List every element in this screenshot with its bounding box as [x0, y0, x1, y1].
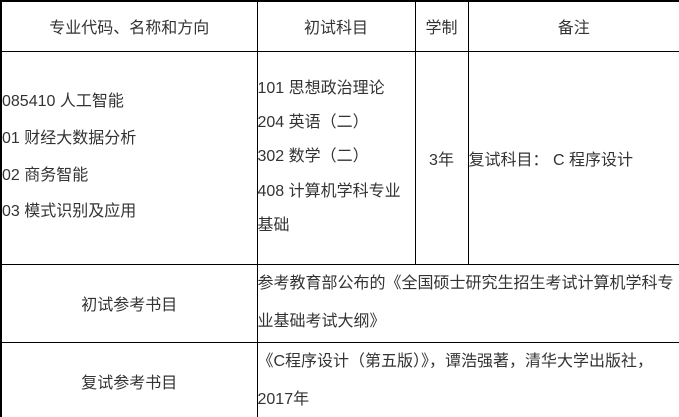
program-direction-line: 03 模式识别及应用 — [2, 203, 137, 221]
header-remarks: 备注 — [467, 0, 679, 52]
header-initial-exam-subjects: 初试科目 — [256, 0, 416, 52]
remarks-cell: 复试科目： C 程序设计 — [467, 50, 679, 265]
exam-subject-line: 302 数学（二） — [257, 148, 369, 166]
header-study-duration: 学制 — [414, 0, 469, 52]
exam-subject-line: 204 英语（二） — [257, 113, 369, 131]
study-duration-cell: 3年 — [414, 50, 469, 265]
initial-reference-label: 初试参考书目 — [0, 263, 258, 343]
initial-reference-row: 初试参考书目 参考教育部公布的《全国硕士研究生招生考试计算机学科专业基础考试大纲… — [0, 263, 679, 343]
table-header-row: 专业代码、名称和方向 初试科目 学制 备注 — [0, 0, 679, 52]
program-info-cell: 085410 人工智能 01 财经大数据分析 02 商务智能 03 模式识别及应… — [0, 50, 258, 265]
program-direction-line: 01 财经大数据分析 — [2, 129, 137, 147]
header-program-code: 专业代码、名称和方向 — [0, 0, 258, 52]
exam-subject-line: 408 计算机学科专业基础 — [257, 182, 401, 235]
retest-reference-row: 复试参考书目 《C程序设计（第五版）》，谭浩强著，清华大学出版社，2017年 — [0, 341, 679, 417]
exam-subjects-cell: 101 思想政治理论 204 英语（二） 302 数学（二） 408 计算机学科… — [256, 50, 416, 265]
retest-reference-label: 复试参考书目 — [0, 341, 258, 417]
retest-reference-content: 《C程序设计（第五版）》，谭浩强著，清华大学出版社，2017年 — [256, 341, 679, 417]
program-row: 085410 人工智能 01 财经大数据分析 02 商务智能 03 模式识别及应… — [0, 50, 679, 265]
program-direction-line: 02 商务智能 — [2, 166, 89, 184]
initial-reference-content: 参考教育部公布的《全国硕士研究生招生考试计算机学科专业基础考试大纲》 — [256, 263, 679, 343]
program-code-line: 085410 人工智能 — [2, 92, 124, 110]
exam-subject-line: 101 思想政治理论 — [257, 79, 385, 97]
